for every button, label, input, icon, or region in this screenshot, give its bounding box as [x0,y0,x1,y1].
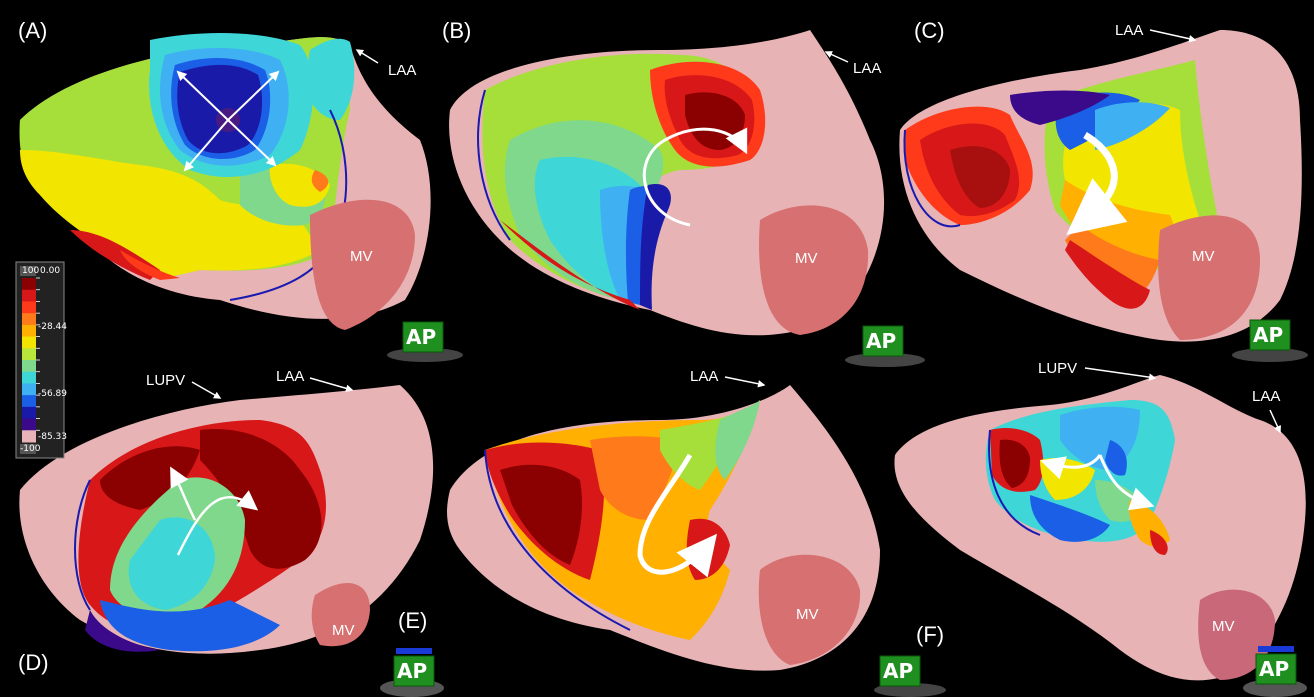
mv-label-d: MV [332,622,355,639]
ap-label-e: AP [883,659,914,683]
mv-label-b: MV [795,250,818,267]
laa-label-b: LAA [853,60,882,77]
colorbar-swatch [22,371,36,384]
panel-label-a: (A) [18,18,48,43]
panel-e-map [447,376,880,671]
panel-label-e: (E) [398,608,428,633]
colorbar [15,261,65,459]
colorbar-swatch [22,278,36,291]
colorbar-bottom-box: -100 [20,444,41,454]
ap-badge-d [380,648,444,697]
mv-label-c: MV [1192,248,1215,265]
laa-label-f: LAA [1252,388,1281,405]
panel-label-b: (B) [442,18,472,43]
panel-c-map [899,29,1302,342]
colorbar-swatch [22,418,36,431]
laa-label-d: LAA [276,368,305,385]
colorbar-tick-3: -85.33 [38,432,68,442]
mv-label-e: MV [796,606,819,623]
colorbar-swatch [22,360,36,373]
laa-label-a: LAA [388,62,417,79]
colorbar-swatch [22,383,36,396]
colorbar-swatch [22,348,36,361]
ap-label-b: AP [866,329,897,353]
panel-label-f: (F) [916,622,945,647]
ap-badge-a [387,321,463,362]
mv-label-a: MV [350,248,373,265]
ap-badge-b [845,325,925,367]
ap-label-f: AP [1259,657,1290,681]
colorbar-swatch [22,324,36,338]
panel-a-map [19,33,431,330]
colorbar-swatch [22,430,36,443]
colorbar-top-box: 100 [22,266,40,276]
colorbar-swatch [22,313,36,326]
lupv-label-f: LUPV [1038,360,1078,377]
colorbar-swatch [22,395,36,408]
mv-label-f: MV [1212,618,1235,635]
panel-b-map [449,30,885,336]
colorbar-tick-2: -56.89 [38,389,68,399]
colorbar-tick-1: -28.44 [38,322,68,332]
lupv-label-d: LUPV [146,372,186,389]
colorbar-swatch [22,289,36,302]
ap-label-a: AP [406,325,437,349]
colorbar-swatch [22,406,36,420]
panel-f-map [894,367,1306,681]
ap-badge-f [1243,646,1307,697]
laa-label-c: LAA [1115,22,1144,39]
panel-label-d: (D) [18,650,49,675]
panel-d-map [19,377,434,654]
panel-label-c: (C) [914,18,945,43]
colorbar-tick-0: 0.00 [40,266,61,276]
laa-label-e: LAA [690,368,719,385]
ap-label-c: AP [1253,323,1284,347]
colorbar-swatch [22,336,36,349]
ap-badge-c [1232,319,1308,362]
ap-badge-e [874,655,946,697]
ap-label-d: AP [397,659,428,683]
colorbar-swatch [22,301,36,314]
